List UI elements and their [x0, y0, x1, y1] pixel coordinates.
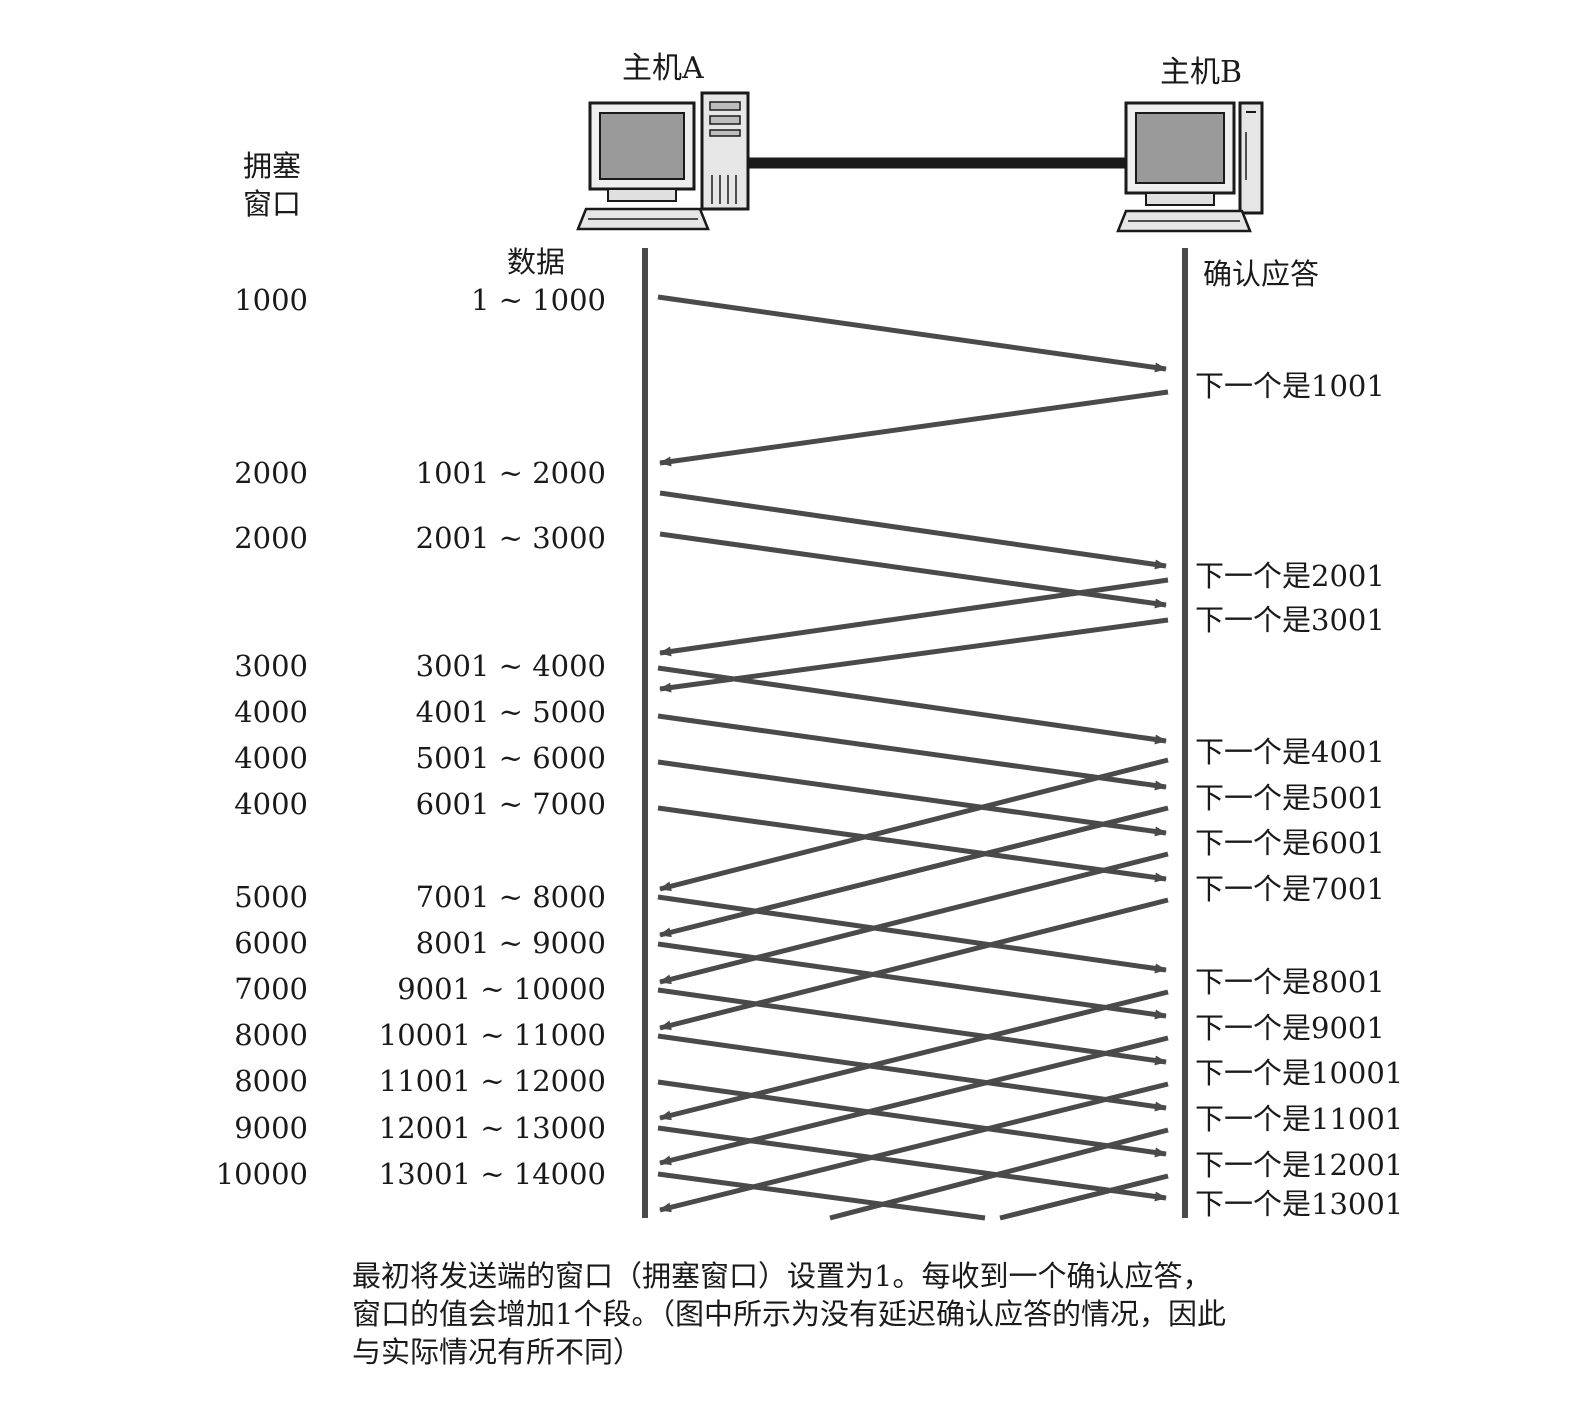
ack-arrow [659, 989, 1169, 1121]
cwnd-header-line-2: 窗口 [243, 187, 301, 221]
segment-range: 10001 ~ 11000 [379, 1018, 606, 1052]
caption-line: 与实际情况有所不同） [352, 1335, 642, 1369]
data-segment-arrow [657, 294, 1167, 373]
data-segment-arrow [657, 759, 1167, 837]
ack-label: 下一个是5001 [1195, 781, 1385, 815]
cwnd-value: 7000 [234, 972, 308, 1006]
segment-range: 1 ~ 1000 [471, 283, 606, 317]
segment-range: 9001 ~ 10000 [397, 972, 606, 1006]
ack-label: 下一个是12001 [1195, 1148, 1403, 1182]
caption: 最初将发送端的窗口（拥塞窗口）设置为1。每收到一个确认应答， 窗口的值会增加1个段… [352, 1259, 1226, 1369]
cwnd-value: 4000 [234, 741, 308, 775]
ack-header: 确认应答 [1203, 257, 1319, 291]
data-segment-arrow [657, 1125, 1167, 1202]
data-segment-arrow [657, 987, 1167, 1066]
ack-arrow [659, 1081, 1169, 1213]
data-segment-arrow [657, 1033, 1167, 1112]
data-segment-arrow [657, 1079, 1167, 1158]
caption-line: 最初将发送端的窗口（拥塞窗口）设置为1。每收到一个确认应答， [352, 1259, 1211, 1293]
segment-range: 11001 ~ 12000 [379, 1064, 606, 1098]
ack-label: 下一个是13001 [1195, 1187, 1403, 1221]
computer-icon-host-b [1116, 101, 1264, 233]
data-header: 数据 [507, 245, 565, 279]
data-segment-arrow [657, 713, 1167, 791]
ack-label: 下一个是3001 [1195, 603, 1385, 637]
arrows [657, 294, 1169, 1221]
ack-arrow [659, 757, 1169, 892]
host-a-label: 主机A [622, 51, 704, 86]
cwnd-value: 1000 [234, 283, 308, 317]
cwnd-value: 2000 [234, 521, 308, 555]
ack-label: 下一个是6001 [1195, 826, 1385, 860]
ack-label: 下一个是1001 [1195, 369, 1385, 403]
cwnd-value: 6000 [234, 926, 308, 960]
ack-arrow [659, 805, 1169, 938]
segment-range: 7001 ~ 8000 [416, 880, 606, 914]
segment-range: 12001 ~ 13000 [379, 1111, 606, 1145]
data-segment-arrow [657, 894, 1167, 974]
ack-arrow [659, 389, 1169, 467]
cwnd-header-line-1: 拥塞 [243, 149, 301, 183]
data-segment-arrow [657, 1171, 986, 1221]
cwnd-value: 8000 [234, 1018, 308, 1052]
cwnd-value: 3000 [234, 649, 308, 683]
data-segment-arrow [657, 805, 1167, 883]
segment-range: 3001 ~ 4000 [416, 649, 606, 683]
ack-label: 下一个是11001 [1195, 1102, 1403, 1136]
ack-label: 下一个是10001 [1195, 1056, 1403, 1090]
caption-line: 窗口的值会增加1个段。（图中所示为没有延迟确认应答的情况，因此 [352, 1297, 1226, 1331]
computer-icon-host-a [576, 91, 750, 231]
segment-range: 5001 ~ 6000 [416, 741, 606, 775]
ack-label: 下一个是9001 [1195, 1011, 1385, 1045]
ack-arrow [659, 577, 1169, 657]
ack-arrow [659, 1035, 1169, 1166]
segment-range: 2001 ~ 3000 [416, 521, 606, 555]
ack-arrow [829, 1127, 1169, 1221]
segment-range: 13001 ~ 14000 [379, 1157, 606, 1191]
cwnd-value: 4000 [234, 787, 308, 821]
cwnd-value: 8000 [234, 1064, 308, 1098]
segment-range: 4001 ~ 5000 [416, 695, 606, 729]
data-segment-arrow [659, 531, 1167, 609]
ack-arrow [999, 1173, 1169, 1221]
ack-label: 下一个是2001 [1195, 559, 1385, 593]
host-b-label: 主机B [1160, 55, 1242, 90]
cwnd-value: 10000 [216, 1157, 308, 1191]
segment-range: 6001 ~ 7000 [416, 787, 606, 821]
cwnd-value: 9000 [234, 1111, 308, 1145]
segment-range: 1001 ~ 2000 [416, 456, 606, 490]
data-segment-arrow [657, 941, 1167, 1020]
cwnd-value: 5000 [234, 880, 308, 914]
ack-label: 下一个是8001 [1195, 965, 1385, 999]
data-segment-arrow [659, 490, 1167, 570]
cwnd-value: 2000 [234, 456, 308, 490]
cwnd-value: 4000 [234, 695, 308, 729]
ack-arrow [659, 617, 1169, 693]
ack-arrow [659, 851, 1169, 985]
segment-range: 8001 ~ 9000 [416, 926, 606, 960]
ack-label: 下一个是7001 [1195, 872, 1385, 906]
segment-rows: 1000 1 ~ 1000 2000 1001 ~ 2000 2000 2001 ~ 30… [216, 283, 1404, 1221]
ack-arrow [659, 897, 1169, 1031]
ack-label: 下一个是4001 [1195, 735, 1385, 769]
